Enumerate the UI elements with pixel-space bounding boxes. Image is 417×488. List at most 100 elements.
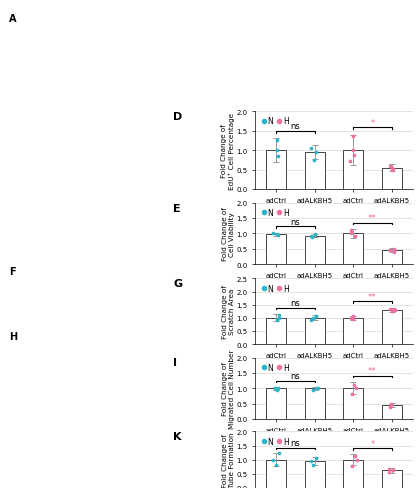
Point (388, 400, 394, 407)
Point (388, 402, 394, 409)
Bar (266, 235, 286, 264)
Text: D: D (173, 112, 183, 122)
Text: **: ** (368, 214, 377, 223)
Point (347, 230, 354, 238)
Point (389, 167, 395, 175)
Point (349, 147, 356, 155)
Bar (305, 461, 325, 488)
Legend: N, H: N, H (259, 360, 292, 375)
Legend: N, H: N, H (259, 205, 292, 221)
Bar (343, 151, 363, 190)
Point (315, 385, 322, 392)
Bar (266, 318, 286, 345)
Point (348, 314, 354, 322)
Point (272, 385, 279, 392)
Text: ns: ns (291, 218, 300, 226)
Point (274, 384, 281, 392)
Point (308, 232, 314, 240)
Point (270, 456, 276, 464)
Point (353, 385, 359, 392)
Point (352, 452, 358, 460)
Point (308, 145, 314, 153)
Point (387, 163, 393, 171)
Text: **: ** (368, 366, 377, 376)
Point (387, 306, 393, 314)
Point (390, 248, 397, 256)
Text: **: ** (368, 292, 377, 301)
Point (276, 311, 283, 319)
Bar (305, 318, 325, 345)
Bar (266, 460, 286, 488)
Point (274, 317, 280, 325)
Point (308, 457, 315, 465)
Point (274, 230, 281, 238)
Bar (305, 153, 325, 190)
Point (314, 384, 320, 392)
Point (387, 403, 393, 411)
Point (308, 317, 315, 325)
Point (275, 449, 282, 457)
Bar (305, 388, 325, 419)
Point (388, 165, 395, 173)
Point (386, 465, 392, 473)
Y-axis label: Fold Change of
Tube Formation: Fold Change of Tube Formation (222, 432, 235, 488)
Point (313, 149, 320, 157)
Point (385, 468, 392, 476)
Point (309, 234, 316, 242)
Text: I: I (173, 358, 177, 368)
Point (311, 231, 318, 239)
Y-axis label: Fold Change of
Migrated Cell Number: Fold Change of Migrated Cell Number (222, 349, 235, 428)
Y-axis label: Fold Change of
Scratch Area: Fold Change of Scratch Area (222, 285, 235, 338)
Point (310, 314, 317, 322)
Point (310, 386, 317, 394)
Bar (382, 310, 402, 345)
Legend: N, H: N, H (259, 114, 292, 129)
Text: G: G (173, 279, 182, 289)
Point (274, 386, 281, 394)
Point (349, 462, 356, 470)
Point (276, 314, 283, 322)
Text: ns: ns (291, 298, 300, 307)
Point (274, 137, 281, 145)
Text: H: H (9, 331, 17, 341)
Text: ns: ns (291, 122, 300, 130)
Point (350, 151, 357, 159)
Point (391, 245, 397, 253)
Y-axis label: Fold Change of
EdU⁺ Cell Percentage: Fold Change of EdU⁺ Cell Percentage (221, 112, 235, 189)
Text: *: * (370, 119, 374, 127)
Bar (266, 151, 286, 190)
Text: *: * (370, 439, 374, 448)
Text: F: F (9, 266, 16, 276)
Point (350, 381, 357, 388)
Point (269, 230, 276, 238)
Point (390, 165, 397, 173)
Legend: N, H: N, H (259, 281, 292, 296)
Point (309, 461, 316, 469)
Bar (266, 388, 286, 419)
Text: A: A (9, 14, 17, 23)
Point (390, 305, 397, 313)
Bar (343, 234, 363, 264)
Bar (382, 406, 402, 419)
Text: K: K (173, 431, 182, 442)
Point (275, 231, 282, 239)
Point (272, 461, 279, 469)
Point (349, 390, 356, 398)
Bar (382, 251, 402, 264)
Text: J: J (9, 414, 13, 424)
Text: C: C (9, 102, 16, 112)
Point (386, 247, 393, 255)
Point (313, 313, 320, 321)
Point (349, 313, 356, 321)
Text: E: E (173, 203, 181, 213)
Point (275, 153, 281, 161)
Point (274, 147, 280, 155)
Legend: N, H: N, H (259, 434, 292, 449)
Text: ns: ns (291, 438, 300, 447)
Point (349, 133, 356, 141)
Point (350, 316, 357, 324)
Bar (343, 388, 363, 419)
Y-axis label: Fold Change of
Cell Viability: Fold Change of Cell Viability (222, 207, 235, 261)
Bar (343, 460, 363, 488)
Bar (382, 470, 402, 488)
